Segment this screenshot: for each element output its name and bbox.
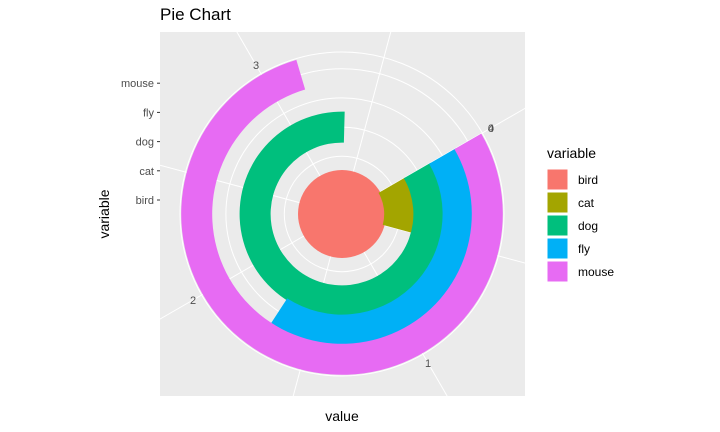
data-rings xyxy=(181,59,503,375)
y-tick-label: mouse xyxy=(121,78,154,90)
grid-circle-outer xyxy=(179,51,505,377)
y-axis-title: variable xyxy=(96,189,112,238)
legend-label-fly: fly xyxy=(578,242,590,256)
legend: variable bird cat dog fly mouse xyxy=(546,145,614,283)
legend-key-bird xyxy=(546,168,569,191)
legend-label-dog: dog xyxy=(578,219,598,233)
y-tick-label: fly xyxy=(143,107,155,119)
x-axis-title: value xyxy=(325,408,359,424)
legend-label-mouse: mouse xyxy=(578,265,614,279)
legend-key-mouse xyxy=(546,260,569,283)
ring-cat xyxy=(378,177,416,233)
angle-tick-label: 3 xyxy=(253,60,259,72)
legend-key-dog xyxy=(546,214,569,237)
angle-tick-label: 4 xyxy=(488,123,494,135)
legend-label-bird: bird xyxy=(578,173,598,187)
legend-title: variable xyxy=(547,145,596,161)
angle-axis-labels: 0 1 2 3 4 xyxy=(190,60,494,370)
legend-key-fly xyxy=(546,237,569,260)
angle-tick-label: 0 xyxy=(488,123,494,135)
legend-key-cat xyxy=(546,191,569,214)
angle-tick-label: 1 xyxy=(425,358,431,370)
y-tick-label: bird xyxy=(136,195,154,207)
y-tick-label: dog xyxy=(136,137,154,149)
legend-label-cat: cat xyxy=(578,196,595,210)
y-axis: bird cat dog fly mouse xyxy=(121,78,160,207)
y-tick-label: cat xyxy=(139,166,154,178)
ring-bird xyxy=(298,170,386,258)
ring-dog xyxy=(239,111,445,317)
angle-tick-label: 2 xyxy=(190,295,196,307)
ring-fly xyxy=(270,148,474,346)
chart-title: Pie Chart xyxy=(160,5,231,24)
